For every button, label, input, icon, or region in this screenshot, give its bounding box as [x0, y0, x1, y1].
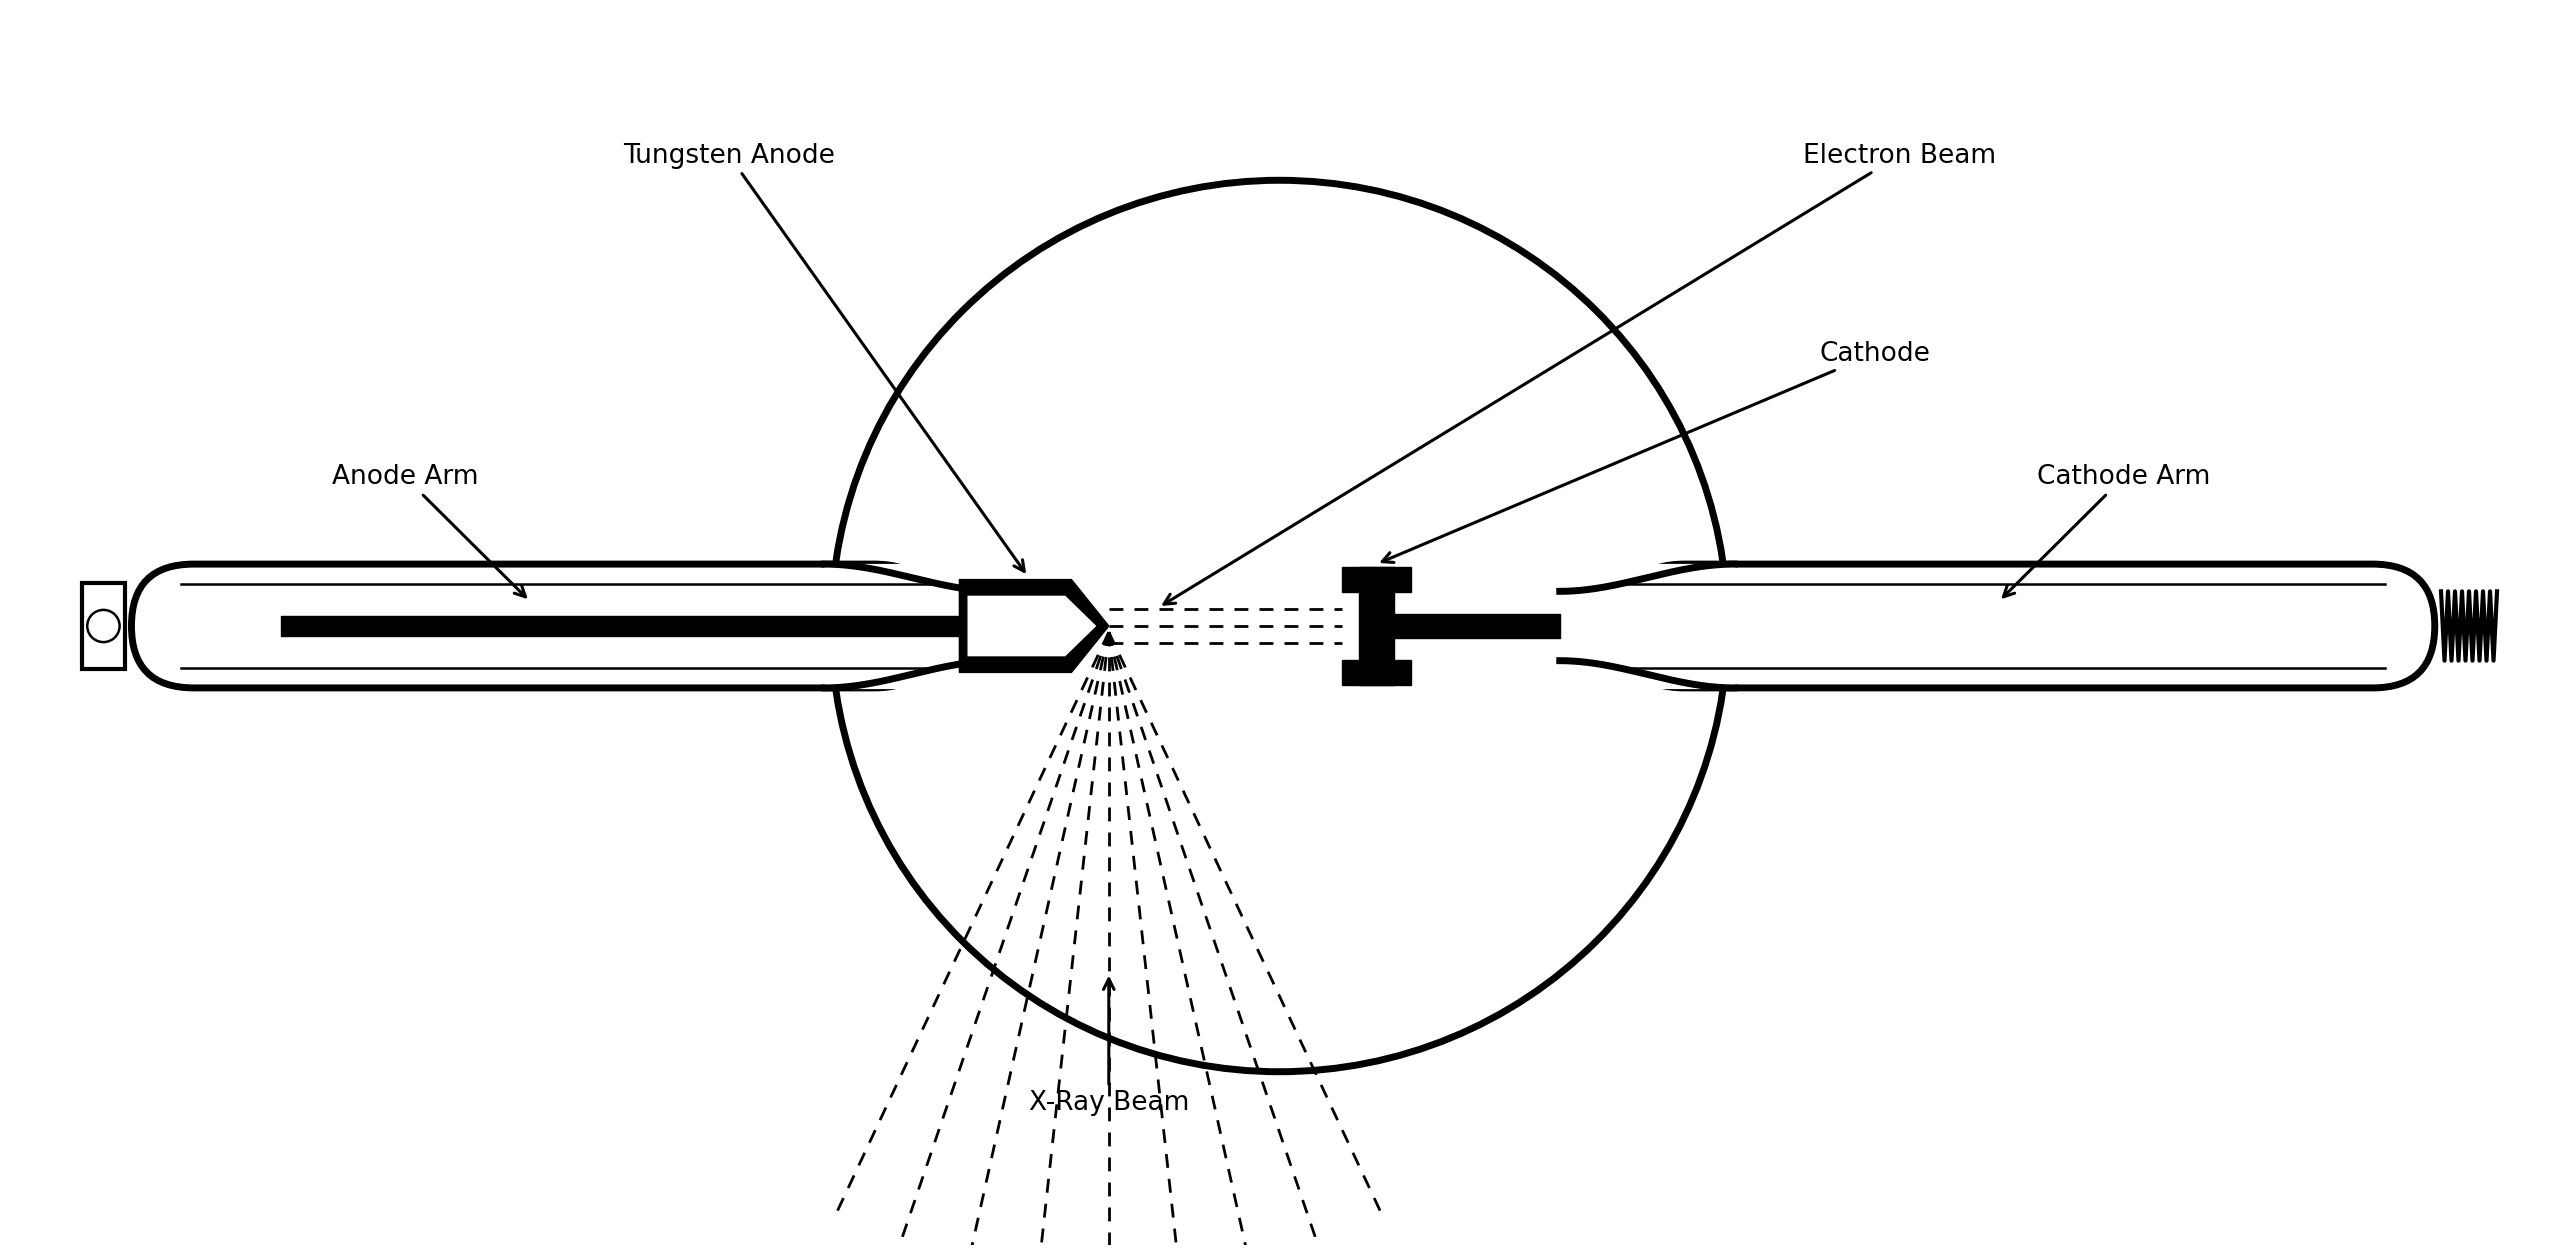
Text: Cathode: Cathode	[1382, 341, 1930, 562]
Text: Anode Arm: Anode Arm	[333, 464, 525, 597]
Polygon shape	[960, 580, 1108, 672]
Bar	[1359, 567, 1395, 685]
Polygon shape	[968, 596, 1096, 656]
Circle shape	[87, 610, 120, 642]
Text: Cathode Arm: Cathode Arm	[2004, 464, 2209, 597]
Bar	[1341, 567, 1411, 592]
Bar	[82, 582, 125, 670]
FancyBboxPatch shape	[131, 565, 937, 687]
Text: Tungsten Anode: Tungsten Anode	[622, 143, 1024, 571]
Circle shape	[832, 180, 1728, 1072]
Text: Electron Beam: Electron Beam	[1165, 143, 1997, 605]
Bar	[1341, 660, 1411, 685]
Text: X-Ray Beam: X-Ray Beam	[1029, 979, 1188, 1116]
FancyBboxPatch shape	[1623, 565, 2435, 687]
